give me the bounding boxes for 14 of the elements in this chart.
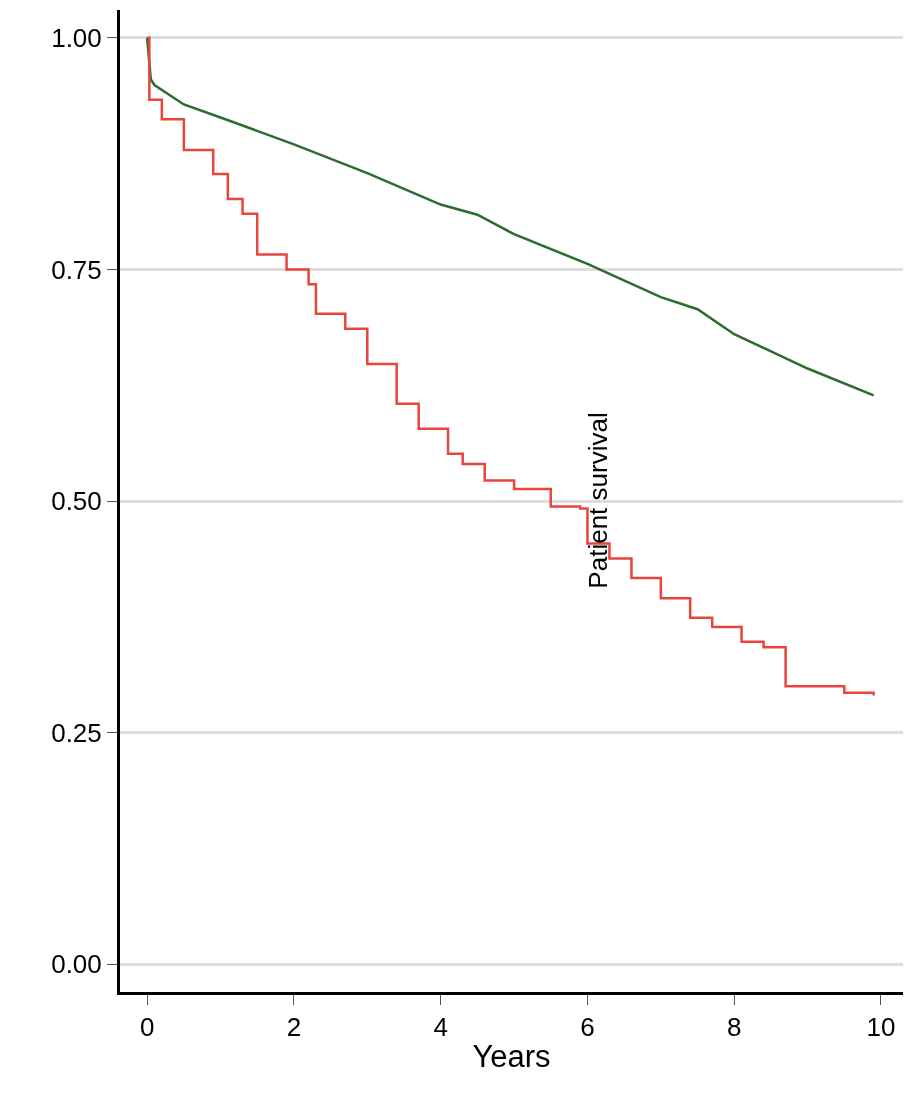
y-tick-label: 0.25 — [51, 717, 102, 748]
y-tick-label: 1.00 — [51, 22, 102, 53]
x-axis-title: Years — [472, 1039, 551, 1075]
x-tick-label: 2 — [286, 1012, 302, 1043]
line-series — [145, 36, 875, 397]
annotation: Patient survival — [582, 412, 613, 589]
y-tick-label: 0.75 — [51, 254, 102, 285]
x-tick-label: 10 — [866, 1012, 896, 1043]
x-tick-label: 6 — [580, 1012, 595, 1043]
y-tick-label: 0.50 — [51, 486, 102, 517]
x-tick-label: 8 — [726, 1012, 742, 1043]
x-tick-label: 4 — [433, 1012, 448, 1043]
y-tick-label: 0.00 — [51, 949, 102, 980]
x-tick-label: 0 — [139, 1012, 155, 1043]
